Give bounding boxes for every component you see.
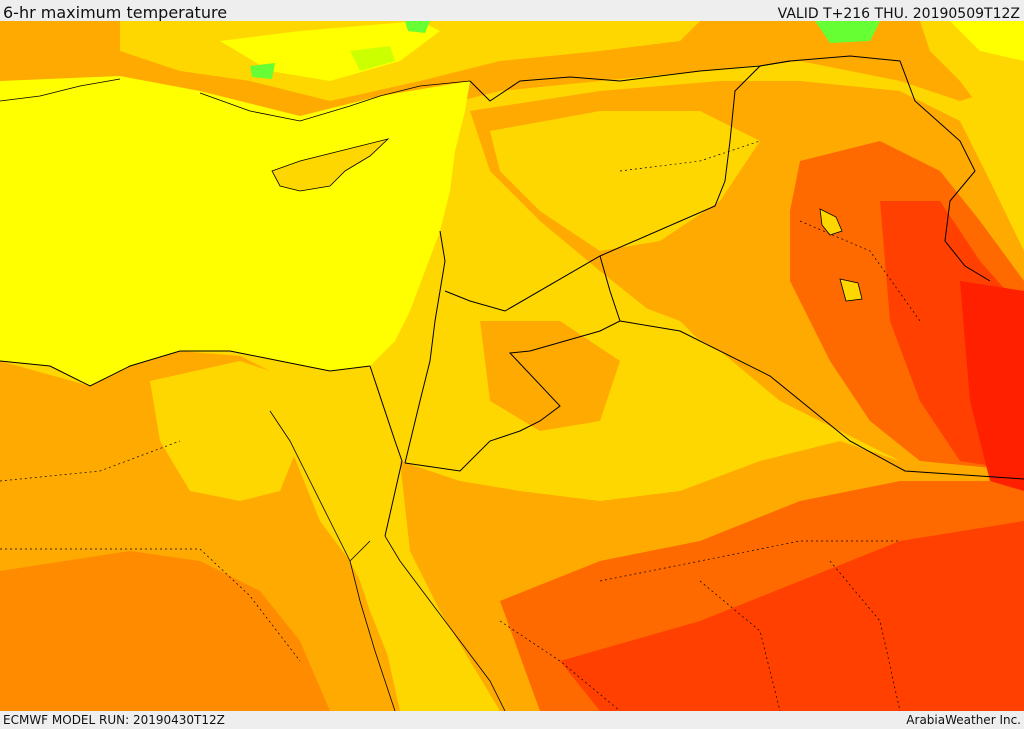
valid-time: VALID T+216 THU. 20190509T12Z — [777, 6, 1020, 22]
zone-ne-lime — [950, 21, 1024, 61]
footer-bar: ECMWF MODEL RUN: 20190430T12Z ArabiaWeat… — [0, 711, 1024, 729]
island-cyprus — [271, 138, 390, 192]
country-borders — [0, 55, 1024, 537]
zone-cool-3 — [815, 21, 880, 43]
lake-tharthar — [819, 208, 843, 236]
zone-jordan-hot — [480, 321, 620, 431]
zone-egypt-hot — [0, 551, 330, 711]
sea-red — [340, 521, 500, 711]
zone-arabia-extreme — [560, 521, 1024, 711]
lake-habbaniyah — [839, 278, 863, 302]
map-title: 6-hr maximum temperature — [3, 3, 228, 22]
zone-cool-4 — [250, 63, 275, 79]
zone-gulf-max — [960, 281, 1024, 491]
credit-text: ArabiaWeather Inc. — [906, 713, 1021, 727]
zone-cool-2 — [405, 21, 430, 33]
temperature-map[interactable] — [0, 21, 1024, 711]
zone-egypt-warm — [150, 361, 300, 501]
header-bar: 6-hr maximum temperature VALID T+216 THU… — [0, 0, 1024, 22]
zone-cool-1 — [350, 46, 395, 71]
coastlines — [0, 78, 506, 711]
zone-north-lime — [220, 21, 440, 81]
internal-boundaries — [0, 140, 921, 711]
model-run: ECMWF MODEL RUN: 20190430T12Z — [3, 713, 225, 727]
